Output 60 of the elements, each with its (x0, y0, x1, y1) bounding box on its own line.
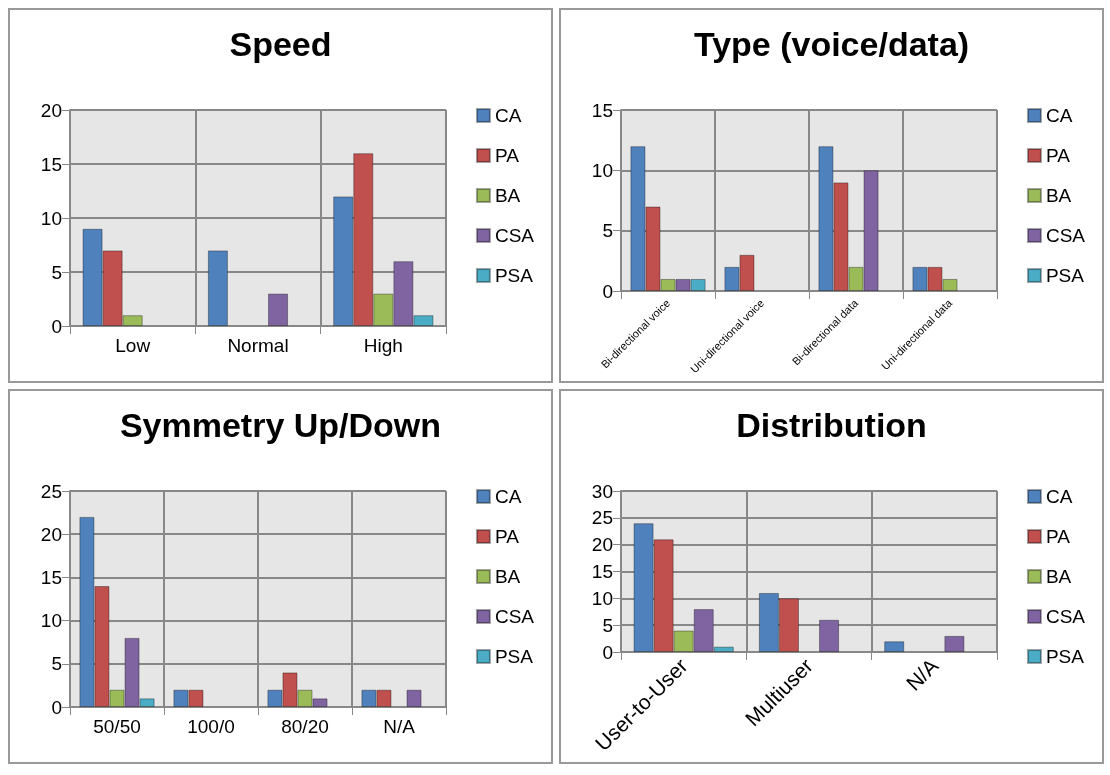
y-tick-label: 10 (40, 207, 62, 229)
y-tick-label: 15 (591, 561, 613, 582)
y-tick-label: 5 (51, 653, 62, 675)
legend-label: CSA (494, 225, 535, 246)
y-tick-label: 10 (591, 159, 613, 181)
y-tick-label: 25 (591, 507, 613, 529)
x-tick-label: 50/50 (93, 716, 141, 737)
y-tick-label: 15 (40, 566, 62, 588)
y-tick-label: 0 (602, 280, 613, 302)
legend-label: BA (1045, 566, 1072, 587)
bar (406, 689, 422, 707)
y-tick-label: 5 (51, 261, 62, 283)
legend-label: CSA (1045, 225, 1086, 246)
legend-label: BA (1045, 185, 1072, 206)
legend-label: PA (1045, 526, 1071, 547)
legend-label: CSA (494, 606, 535, 627)
y-tick-label: 0 (51, 696, 62, 718)
y-tick-label: 0 (602, 641, 613, 663)
chart-title: Distribution (736, 406, 927, 444)
x-tick-label: N/A (383, 716, 416, 737)
y-tick-label: 25 (40, 480, 62, 502)
y-tick-label: 15 (591, 99, 613, 121)
legend-label: PSA (494, 265, 534, 286)
legend-label: PSA (494, 646, 534, 667)
legend-label: PSA (1045, 646, 1085, 667)
legend-label: CA (1045, 105, 1073, 126)
legend-label: CA (494, 105, 522, 126)
y-tick-label: 20 (40, 99, 62, 121)
y-tick-label: 15 (40, 153, 62, 175)
y-tick-label: 5 (602, 614, 613, 636)
chart-title: Symmetry Up/Down (119, 406, 442, 444)
chart-title: Speed (229, 25, 332, 63)
bar (884, 641, 905, 652)
x-tick-label: 100/0 (187, 716, 235, 737)
x-tick-label: Low (115, 335, 151, 356)
y-tick-label: 10 (591, 587, 613, 609)
y-tick-label: 20 (40, 523, 62, 545)
legend-label: CA (494, 486, 522, 507)
x-tick-label: 80/20 (281, 716, 329, 737)
chart-title: Type (voice/data) (693, 25, 970, 63)
y-tick-label: 20 (591, 534, 613, 556)
legend-label: PSA (1045, 265, 1085, 286)
bar (268, 293, 289, 326)
bar (207, 250, 228, 326)
bar (944, 635, 965, 652)
y-tick-label: 30 (591, 480, 613, 502)
legend-label: BA (494, 185, 521, 206)
legend-label: PA (1045, 145, 1071, 166)
legend-label: PA (494, 526, 520, 547)
legend-label: PA (494, 145, 520, 166)
y-tick-label: 10 (40, 610, 62, 632)
legend-label: CSA (1045, 606, 1086, 627)
bar (819, 619, 840, 652)
legend-label: CA (1045, 486, 1073, 507)
x-tick-label: N/A (901, 653, 943, 695)
x-tick-label: Normal (227, 335, 289, 356)
legend-label: BA (494, 566, 521, 587)
y-tick-label: 0 (51, 315, 62, 337)
y-tick-label: 5 (602, 220, 613, 242)
x-tick-label: High (363, 335, 403, 356)
